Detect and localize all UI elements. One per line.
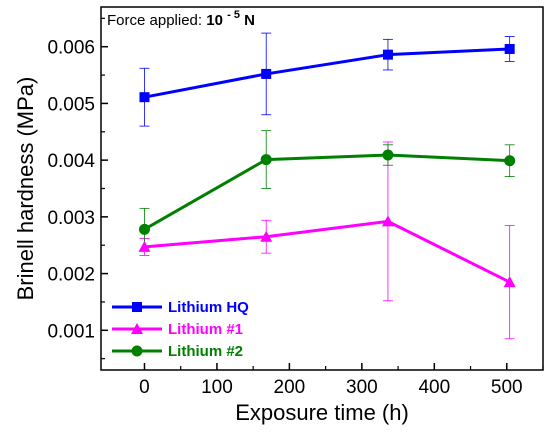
legend-marker	[131, 323, 143, 334]
data-point	[261, 68, 272, 79]
legend: Lithium HQ Lithium #1 Lithium #2	[112, 299, 249, 360]
legend-entry: Lithium HQ	[112, 299, 249, 316]
x-tick-label: 400	[418, 377, 450, 398]
y-tick-label: 0.001	[47, 321, 95, 342]
force-annotation-exponent: - 5	[227, 9, 240, 21]
y-axis-label: Brinell hardness (MPa)	[13, 77, 38, 301]
legend-entry: Lithium #2	[112, 343, 243, 360]
data-point	[138, 240, 151, 252]
x-tick-label: 500	[491, 377, 523, 398]
series-markers	[138, 43, 516, 288]
x-axis-ticks: 0 100 200 300 400 500	[139, 363, 544, 398]
x-tick-label: 200	[274, 377, 306, 398]
series-lines	[143, 47, 511, 284]
x-tick-label: 300	[346, 377, 378, 398]
y-tick-label: 0.004	[47, 151, 95, 172]
force-annotation: Force applied: 10 - 5 N	[107, 5, 255, 29]
series-line	[143, 153, 510, 231]
data-point	[138, 223, 150, 235]
data-point	[139, 92, 150, 103]
series-line	[144, 219, 511, 284]
y-tick-label: 0.006	[47, 38, 95, 59]
legend-entry: Lithium #1	[112, 321, 243, 338]
data-point	[504, 155, 516, 167]
data-point	[260, 230, 273, 242]
data-point	[503, 276, 516, 288]
data-point	[382, 149, 394, 161]
series-line	[144, 47, 510, 99]
force-annotation-prefix: Force applied:	[107, 12, 206, 29]
x-axis-label: Exposure time (h)	[235, 400, 409, 425]
y-axis-ticks: 0.001 0.002 0.003 0.004 0.005 0.006	[47, 17, 108, 360]
x-tick-label: 100	[201, 377, 233, 398]
y-tick-label: 0.005	[47, 94, 95, 115]
error-bars	[139, 32, 515, 340]
y-tick-label: 0.003	[47, 208, 95, 229]
data-point	[260, 154, 272, 166]
legend-label: Lithium #1	[168, 321, 243, 338]
force-annotation-value: 10	[206, 12, 223, 29]
legend-marker	[132, 302, 142, 312]
y-tick-label: 0.002	[47, 265, 95, 286]
legend-label: Lithium #2	[168, 343, 243, 360]
data-point	[382, 49, 393, 60]
force-annotation-unit: N	[244, 12, 255, 29]
legend-marker	[131, 345, 143, 357]
legend-label: Lithium HQ	[168, 299, 249, 316]
data-point	[381, 215, 394, 227]
x-tick-label: 0	[139, 377, 150, 398]
data-point	[504, 43, 515, 54]
